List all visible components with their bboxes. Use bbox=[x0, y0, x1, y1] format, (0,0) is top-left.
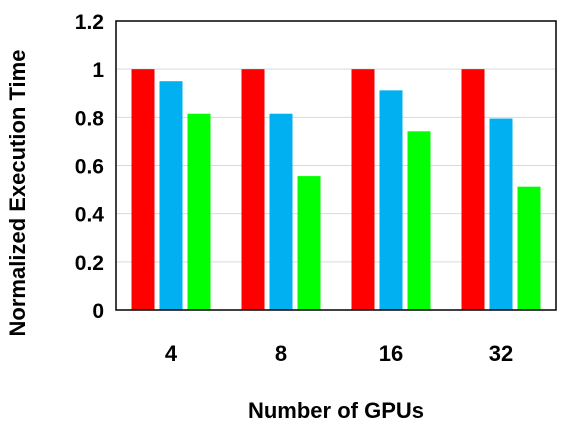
y-tick-label: 0.2 bbox=[75, 252, 104, 275]
bar bbox=[461, 69, 485, 311]
x-tick-label: 16 bbox=[379, 341, 403, 366]
bar bbox=[489, 118, 513, 310]
bar bbox=[241, 69, 265, 311]
bar bbox=[297, 176, 321, 310]
bar bbox=[351, 69, 375, 311]
bar bbox=[159, 81, 183, 310]
y-tick-labels: 0 0.2 0.4 0.6 0.8 1 1.2 bbox=[75, 11, 105, 323]
y-tick-label: 1.2 bbox=[75, 11, 104, 34]
bar bbox=[379, 90, 403, 310]
bar bbox=[407, 131, 431, 310]
y-tick-label: 0 bbox=[92, 300, 104, 323]
bars bbox=[131, 69, 541, 311]
x-tick-labels: 4 8 16 32 bbox=[165, 341, 513, 366]
x-axis-label: Number of GPUs bbox=[248, 398, 424, 423]
y-tick-label: 0.8 bbox=[75, 107, 105, 130]
bar bbox=[269, 113, 293, 311]
x-tick-label: 4 bbox=[165, 341, 178, 366]
plot-frame bbox=[115, 20, 557, 311]
bar bbox=[187, 113, 211, 311]
bar bbox=[517, 186, 541, 310]
x-tick-label: 8 bbox=[275, 341, 287, 366]
y-tick-label: 0.6 bbox=[75, 156, 104, 179]
y-tick-label: 0.4 bbox=[75, 204, 105, 227]
bar bbox=[131, 69, 155, 311]
y-tick-label: 1 bbox=[92, 59, 104, 82]
y-axis-label: Normalized Execution Time bbox=[5, 50, 30, 337]
x-tick-label: 32 bbox=[489, 341, 513, 366]
